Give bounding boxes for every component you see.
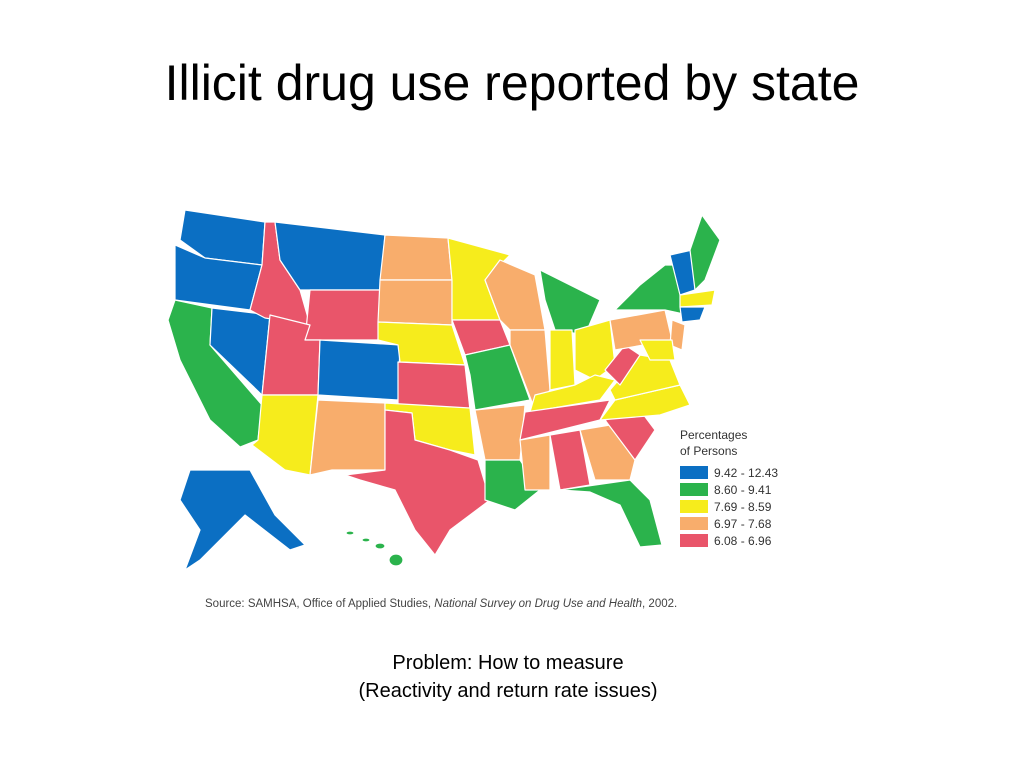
state-region	[679, 306, 706, 323]
legend-swatch	[680, 534, 708, 547]
caption-line: (Reactivity and return rate issues)	[358, 680, 657, 702]
state-region	[579, 424, 636, 481]
legend-label: 9.42 - 12.43	[714, 466, 778, 480]
state-region	[344, 409, 491, 556]
state-region	[388, 553, 404, 567]
caption-line: Problem: How to measure	[392, 652, 623, 674]
state-region	[317, 339, 401, 401]
state-region	[574, 319, 616, 381]
legend-title: Percentages	[680, 428, 747, 442]
state-region	[397, 361, 471, 411]
state-region	[377, 279, 453, 326]
state-region	[374, 542, 386, 550]
legend: Percentages of Persons 9.42 - 12.43 8.60 - …	[680, 428, 778, 548]
state-region	[679, 289, 716, 308]
state-region	[379, 234, 453, 281]
state-region	[179, 469, 306, 571]
state-region	[639, 339, 676, 361]
source-prefix: Source: SAMHSA, Office of Applied Studie…	[205, 598, 434, 610]
source-suffix: , 2002.	[642, 598, 677, 610]
legend-swatch	[680, 483, 708, 496]
source-note: Source: SAMHSA, Office of Applied Studie…	[205, 598, 677, 610]
state-region	[604, 344, 641, 386]
state-region	[361, 537, 371, 543]
legend-swatch	[680, 517, 708, 530]
us-map	[167, 209, 721, 571]
state-region	[474, 404, 526, 461]
state-region	[559, 479, 663, 548]
state-region	[599, 384, 691, 421]
state-region	[304, 289, 381, 341]
state-region	[669, 319, 686, 351]
state-region	[345, 530, 355, 536]
legend-label: 6.08 - 6.96	[714, 534, 772, 548]
state-region	[464, 344, 531, 411]
state-region	[549, 429, 591, 491]
legend-label: 7.69 - 8.59	[714, 500, 772, 514]
legend-label: 6.97 - 7.68	[714, 517, 772, 531]
legend-title: of Persons	[680, 444, 737, 458]
state-region	[309, 399, 386, 476]
state-region	[251, 394, 319, 476]
state-region	[519, 434, 551, 491]
state-region	[549, 329, 576, 391]
slide-title: Illicit drug use reported by state	[165, 55, 860, 111]
state-region	[689, 214, 721, 291]
source-title: National Survey on Drug Use and Health	[434, 598, 642, 610]
legend-label: 8.60 - 9.41	[714, 483, 772, 497]
legend-swatch	[680, 466, 708, 479]
legend-swatch	[680, 500, 708, 513]
